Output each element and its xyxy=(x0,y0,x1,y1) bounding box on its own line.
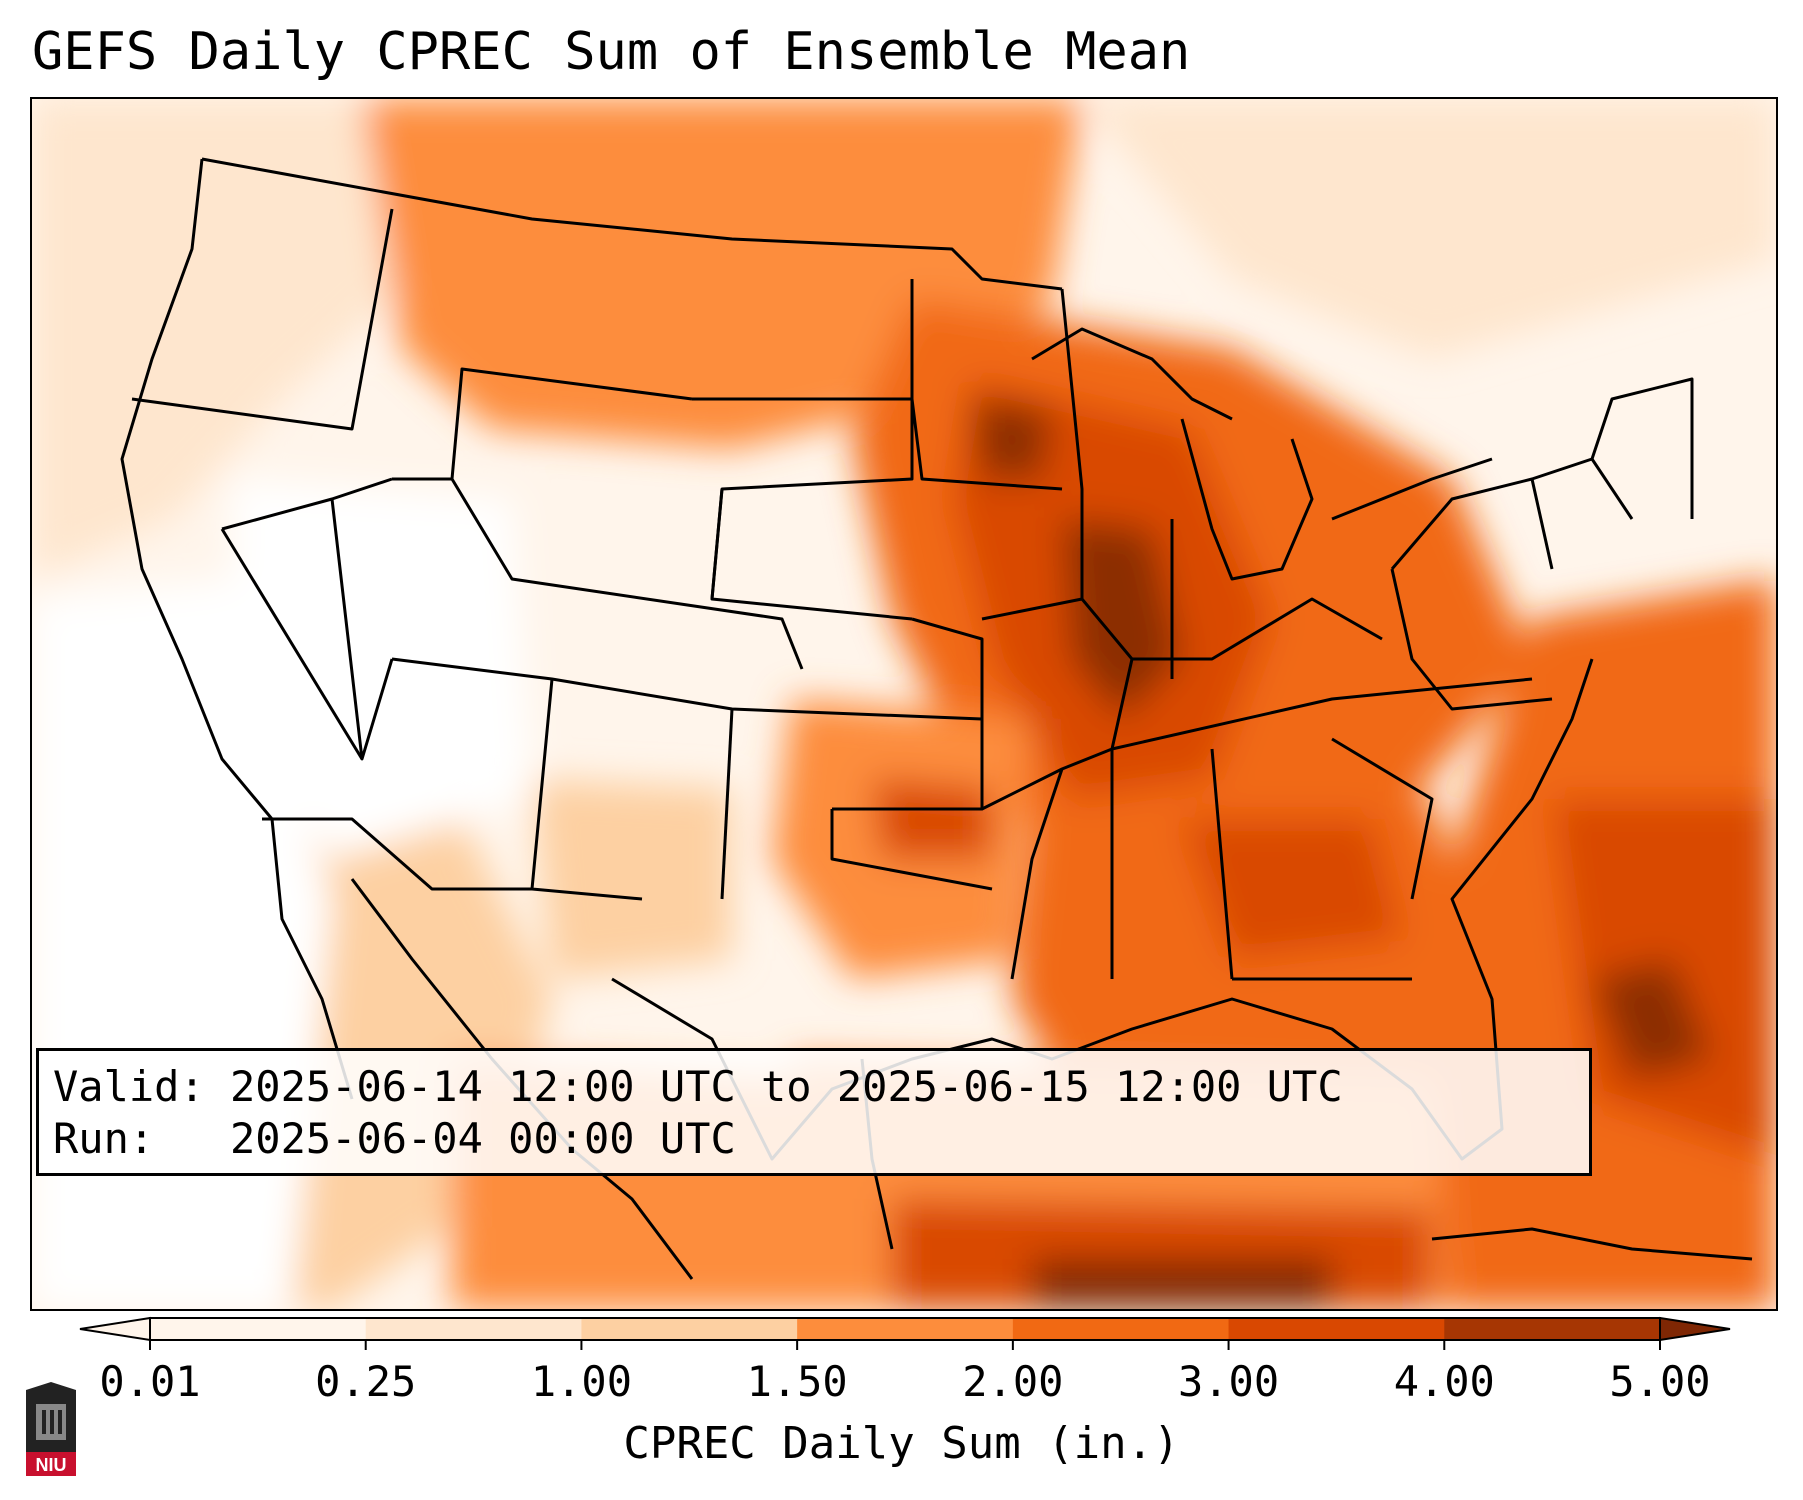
valid-value: 2025-06-14 12:00 UTC to 2025-06-15 12:00… xyxy=(230,1062,1343,1111)
colorbar-tick-label: 0.01 xyxy=(99,1357,200,1406)
colorbar-outline xyxy=(149,1317,1661,1341)
colorbar-extend-low xyxy=(79,1316,151,1342)
valid-line: Valid: 2025-06-14 12:00 UTC to 2025-06-1… xyxy=(53,1061,1589,1113)
colorbar-tick-label: 5.00 xyxy=(1609,1357,1710,1406)
niu-logo: NIU xyxy=(26,1382,76,1476)
colorbar-segment xyxy=(1444,1318,1661,1340)
colorbar-segments xyxy=(79,1316,1731,1342)
map-title: GEFS Daily CPREC Sum of Ensemble Mean xyxy=(32,22,1191,82)
colorbar-segment xyxy=(365,1318,582,1340)
colorbar-segment xyxy=(797,1318,1014,1340)
colorbar: 0.01 0.25 1.00 1.50 2.00 3.00 4.00 5.00 xyxy=(79,1316,1731,1406)
colorbar-tick-label: 1.50 xyxy=(747,1357,848,1406)
colorbar-tick-label: 2.00 xyxy=(962,1357,1063,1406)
niu-logo-text: NIU xyxy=(36,1455,67,1475)
colorbar-segment xyxy=(581,1318,798,1340)
colorbar-label: CPREC Daily Sum (in.) xyxy=(623,1418,1180,1469)
colorbar-tick-label: 4.00 xyxy=(1394,1357,1495,1406)
colorbar-tick-label: 0.25 xyxy=(315,1357,416,1406)
run-label: Run: xyxy=(53,1114,155,1163)
colorbar-extend-high xyxy=(1659,1316,1731,1342)
colorbar-segment xyxy=(1012,1318,1230,1340)
colorbar-tick-label: 3.00 xyxy=(1178,1357,1279,1406)
colorbar-ticks: 0.01 0.25 1.00 1.50 2.00 3.00 4.00 5.00 xyxy=(99,1340,1711,1406)
colorbar-tick-label: 1.00 xyxy=(531,1357,632,1406)
valid-label: Valid: xyxy=(53,1062,205,1111)
colorbar-segment xyxy=(150,1318,367,1340)
colorbar-segment xyxy=(1228,1318,1445,1340)
run-line: Run: 2025-06-04 00:00 UTC xyxy=(53,1113,1589,1165)
valid-run-info-box: Valid: 2025-06-14 12:00 UTC to 2025-06-1… xyxy=(36,1048,1592,1176)
run-value: 2025-06-04 00:00 UTC xyxy=(230,1114,736,1163)
state-boundaries xyxy=(120,157,1753,1280)
